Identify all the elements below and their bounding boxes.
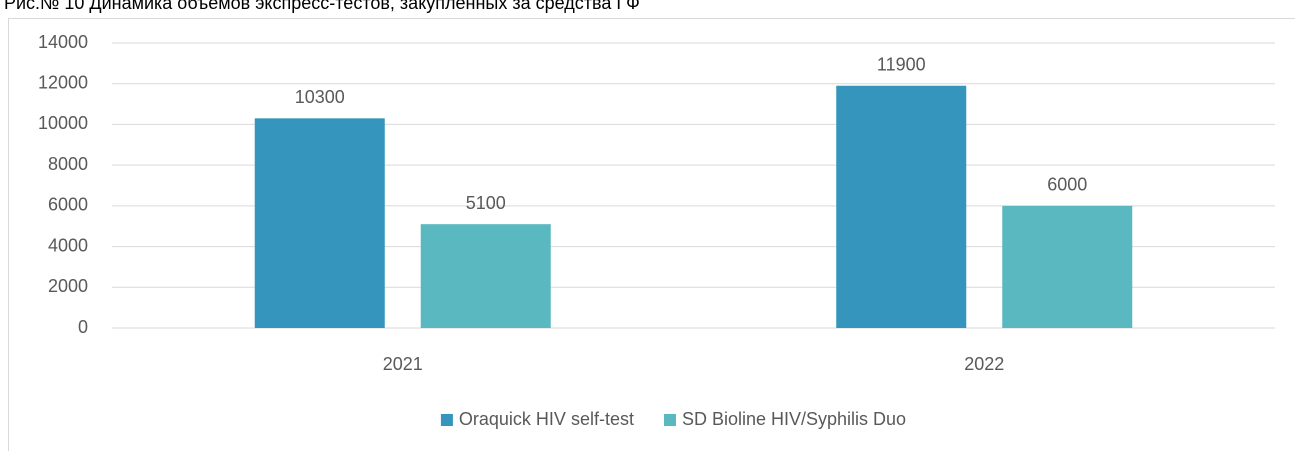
bar <box>836 85 967 328</box>
y-tick-label: 12000 <box>38 72 88 92</box>
data-label: 11900 <box>877 55 926 75</box>
y-tick-label: 4000 <box>48 235 88 255</box>
data-label: 6000 <box>1047 175 1087 195</box>
chart-title: Рис.№ 10 Динамика объемов экспресс-тесто… <box>4 0 640 13</box>
legend-swatch <box>663 414 676 426</box>
y-tick-label: 8000 <box>48 154 88 174</box>
y-tick-label: 10000 <box>38 113 88 133</box>
y-tick-label: 14000 <box>38 32 88 52</box>
y-tick-label: 0 <box>78 317 88 337</box>
y-tick-label: 6000 <box>48 195 88 215</box>
legend-label: Oraquick HIV self-test <box>459 409 634 429</box>
bar <box>1002 205 1133 328</box>
data-label: 10300 <box>295 87 345 107</box>
bar <box>420 224 551 328</box>
legend-label: SD Bioline HIV/Syphilis Duo <box>682 409 906 429</box>
y-tick-label: 2000 <box>48 276 88 296</box>
data-label: 5100 <box>466 193 506 213</box>
x-tick-label: 2021 <box>383 354 423 374</box>
legend-swatch <box>440 414 453 426</box>
bar <box>254 118 385 328</box>
chart-frame <box>8 18 1295 451</box>
x-tick-label: 2022 <box>964 354 1004 374</box>
